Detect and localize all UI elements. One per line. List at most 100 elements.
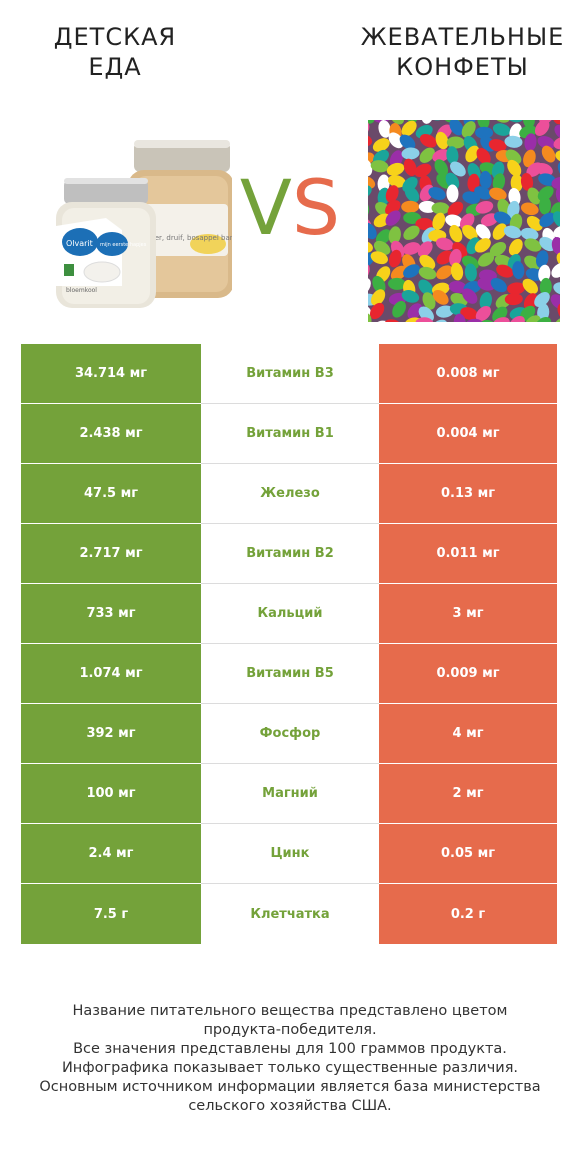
jelly-bean bbox=[512, 261, 525, 280]
footer-line: сельского хозяйства США. bbox=[188, 1098, 392, 1114]
jelly-bean bbox=[386, 162, 405, 176]
jelly-bean bbox=[479, 170, 492, 189]
jelly-bean bbox=[539, 236, 556, 252]
jelly-bean bbox=[489, 241, 507, 257]
back-jar-label-text: peer, druif, bosappel banaan bbox=[146, 234, 232, 242]
right-product-title: ЖЕВАТЕЛЬНЫЕ КОНФЕТЫ bbox=[350, 22, 575, 82]
right-value: 4 мг bbox=[379, 704, 557, 764]
vs-s: S bbox=[291, 163, 341, 252]
jelly-bean bbox=[474, 238, 491, 253]
left-product-title: ДЕТСКАЯ ЕДА bbox=[40, 22, 190, 82]
right-value: 0.009 мг bbox=[379, 644, 557, 704]
jelly-bean bbox=[449, 118, 464, 136]
right-title-line1: ЖЕВАТЕЛЬНЫЕ bbox=[360, 23, 565, 51]
nutrient-name: Цинк bbox=[201, 824, 379, 884]
jelly-bean bbox=[477, 277, 495, 291]
jelly-bean bbox=[370, 160, 389, 173]
jelly-bean bbox=[462, 288, 478, 304]
jelly-bean bbox=[388, 175, 406, 188]
jelly-bean bbox=[428, 187, 446, 200]
baby-food-image: peer, druif, bosappel banaan Olvarit mij… bbox=[42, 118, 247, 318]
table-row: 733 мг Кальций 3 мг bbox=[21, 584, 557, 644]
jelly-bean bbox=[401, 147, 420, 160]
jelly-bean bbox=[447, 201, 464, 217]
jelly-bean bbox=[537, 136, 555, 149]
jelly-bean bbox=[375, 229, 392, 245]
jelly-bean bbox=[541, 145, 556, 163]
baby-food-jars-illustration: peer, druif, bosappel banaan Olvarit mij… bbox=[56, 140, 247, 308]
table-row: 7.5 г Клетчатка 0.2 г bbox=[21, 884, 557, 944]
jelly-bean bbox=[415, 217, 434, 231]
jelly-bean bbox=[479, 292, 492, 310]
right-value: 3 мг bbox=[379, 584, 557, 644]
nutrient-name: Витамин B2 bbox=[201, 524, 379, 584]
left-value: 2.438 мг bbox=[21, 404, 201, 464]
jelly-bean bbox=[503, 225, 522, 239]
jelly-bean bbox=[446, 146, 459, 165]
jelly-bean bbox=[419, 147, 435, 163]
jelly-bean bbox=[449, 224, 463, 243]
jelly-bean bbox=[414, 163, 432, 178]
jelly-bean bbox=[403, 225, 420, 240]
footer-line: продукта-победителя. bbox=[203, 1022, 377, 1038]
jelly-bean bbox=[372, 275, 386, 294]
jelly-bean bbox=[489, 187, 507, 201]
front-jar-sub-label: bloemkool bbox=[66, 287, 97, 294]
jelly-bean bbox=[465, 145, 480, 163]
right-value: 0.05 мг bbox=[379, 824, 557, 884]
jelly-bean bbox=[418, 279, 434, 296]
jelly-bean bbox=[507, 282, 526, 295]
jelly-bean bbox=[401, 290, 420, 303]
table-row: 2.717 мг Витамин B2 0.011 мг bbox=[21, 524, 557, 584]
front-jar-brand: Olvarit bbox=[66, 239, 93, 248]
jelly-bean bbox=[460, 307, 478, 320]
left-value: 2.4 мг bbox=[21, 824, 201, 884]
right-value: 0.011 мг bbox=[379, 524, 557, 584]
jelly-bean bbox=[450, 262, 464, 281]
jelly-bean bbox=[435, 305, 454, 318]
jelly-beans-image bbox=[354, 105, 574, 334]
jelly-bean bbox=[418, 266, 437, 280]
jelly-bean bbox=[422, 292, 436, 310]
nutrient-name: Витамин B3 bbox=[201, 344, 379, 404]
left-value: 1.074 мг bbox=[21, 644, 201, 704]
right-value: 2 мг bbox=[379, 764, 557, 824]
jelly-bean bbox=[523, 293, 538, 311]
table-row: 47.5 мг Железо 0.13 мг bbox=[21, 464, 557, 524]
jelly-bean bbox=[432, 290, 449, 305]
left-value: 47.5 мг bbox=[21, 464, 201, 524]
left-value: 7.5 г bbox=[21, 884, 201, 944]
jelly-bean bbox=[419, 133, 437, 148]
left-title-line2: ЕДА bbox=[88, 53, 142, 81]
right-title-line2: КОНФЕТЫ bbox=[396, 53, 529, 81]
footer-line: Все значения представлены для 100 граммо… bbox=[73, 1041, 507, 1057]
jelly-bean bbox=[459, 213, 475, 230]
right-value: 0.13 мг bbox=[379, 464, 557, 524]
jelly-bean bbox=[496, 264, 514, 278]
jelly-bean bbox=[539, 277, 552, 296]
jelly-bean bbox=[537, 303, 550, 322]
jelly-bean bbox=[524, 133, 537, 152]
jelly-bean bbox=[474, 186, 492, 200]
left-title-line1: ДЕТСКАЯ bbox=[53, 23, 177, 51]
nutrient-name: Витамин B5 bbox=[201, 644, 379, 704]
jelly-bean bbox=[407, 303, 423, 320]
jelly-bean bbox=[434, 159, 449, 177]
jelly-bean bbox=[520, 202, 539, 216]
jelly-bean bbox=[493, 211, 512, 225]
footer-note: Название питательного вещества представл… bbox=[20, 1002, 560, 1116]
jelly-bean bbox=[445, 214, 463, 228]
nutrient-name: Магний bbox=[201, 764, 379, 824]
jelly-bean bbox=[492, 173, 506, 191]
jelly-bean bbox=[475, 305, 492, 322]
footer-line: Название питательного вещества представл… bbox=[72, 1003, 508, 1019]
jelly-bean bbox=[524, 238, 542, 252]
table-row: 2.4 мг Цинк 0.05 мг bbox=[21, 824, 557, 884]
nutrient-name: Фосфор bbox=[201, 704, 379, 764]
jelly-bean bbox=[403, 264, 420, 278]
jelly-bean bbox=[480, 213, 499, 227]
left-value: 392 мг bbox=[21, 704, 201, 764]
jelly-bean bbox=[370, 251, 388, 265]
jelly-bean bbox=[392, 300, 406, 318]
jelly-bean bbox=[378, 120, 391, 138]
